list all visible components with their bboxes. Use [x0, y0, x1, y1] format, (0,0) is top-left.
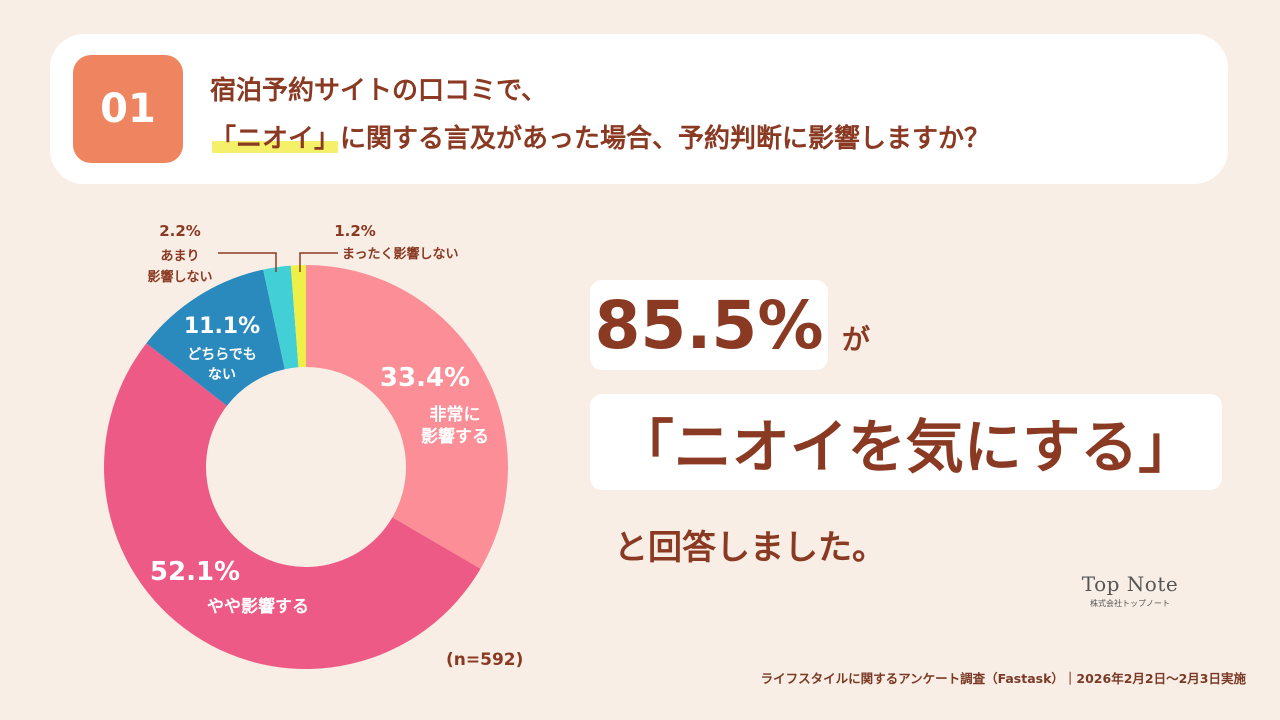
question-number-badge: 01	[73, 55, 183, 163]
question-line-2-rest: に関する言及があった場合、予約判断に影響しますか？	[340, 124, 991, 154]
slice-name-label-1-0: やや影響する	[207, 596, 309, 617]
slice-pct-label-4: 1.2%	[334, 222, 376, 240]
source-note: ライフスタイルに関するアンケート調査（Fastask）｜2026年2月2日〜2月…	[760, 671, 1246, 686]
slice-name-label-2-1: ない	[208, 367, 236, 383]
leader-line-4	[299, 252, 338, 272]
donut-slice-4	[290, 265, 306, 368]
slice-name-label-0-0: 非常に	[430, 404, 481, 425]
slice-name-label-3-1: 影響しない	[147, 269, 212, 285]
slice-name-label-3-0: あまり	[160, 249, 199, 264]
slice-pct-label-1: 52.1%	[150, 557, 240, 587]
result-phrase: 「ニオイを気にする」	[590, 394, 1222, 490]
slice-pct-label-3: 2.2%	[159, 222, 201, 240]
slice-name-label-0-1: 影響する	[421, 426, 489, 447]
slice-pct-label-2: 11.1%	[184, 314, 260, 339]
question-line-2: 「ニオイ」に関する言及があった場合、予約判断に影響しますか？	[210, 118, 990, 155]
donut-slice-1	[104, 343, 481, 669]
donut-slice-0	[306, 265, 508, 569]
donut-slice-2	[146, 269, 285, 406]
slice-pct-label-0: 33.4%	[380, 363, 470, 393]
brand-sub: 株式会社トップノート	[1090, 599, 1170, 608]
slice-name-label-4-0: まったく影響しない	[342, 246, 458, 262]
question-highlight: 「ニオイ」	[210, 118, 340, 155]
leader-line-3	[218, 252, 277, 272]
slice-name-label-2-0: どちらでも	[187, 347, 257, 363]
brand-logo: Top Note 株式会社トップノート	[1060, 572, 1200, 609]
question-card	[50, 34, 1228, 184]
donut-slice-3	[263, 265, 299, 370]
question-line-1: 宿泊予約サイトの口コミで、	[210, 76, 547, 106]
result-tail: と回答しました。	[614, 528, 886, 568]
brand-name: Top Note	[1081, 572, 1179, 596]
result-percent: 85.5%	[590, 280, 828, 370]
sample-size: (n=592)	[446, 650, 524, 670]
result-ga: が	[842, 323, 871, 356]
